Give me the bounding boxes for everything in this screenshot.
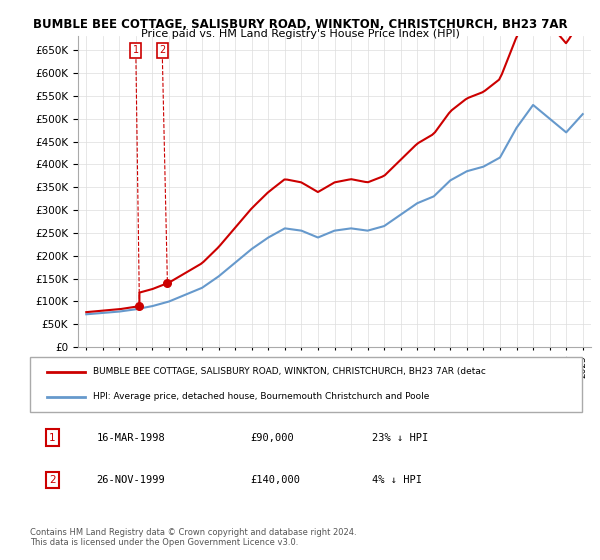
Text: Contains HM Land Registry data © Crown copyright and database right 2024.
This d: Contains HM Land Registry data © Crown c…	[30, 528, 356, 547]
Text: BUMBLE BEE COTTAGE, SALISBURY ROAD, WINKTON, CHRISTCHURCH, BH23 7AR: BUMBLE BEE COTTAGE, SALISBURY ROAD, WINK…	[32, 18, 568, 31]
Text: 23% ↓ HPI: 23% ↓ HPI	[372, 432, 428, 442]
Point	[163, 279, 172, 288]
Text: 1: 1	[133, 45, 139, 55]
Point	[134, 302, 144, 311]
Text: HPI: Average price, detached house, Bournemouth Christchurch and Poole: HPI: Average price, detached house, Bour…	[94, 393, 430, 402]
Text: Price paid vs. HM Land Registry's House Price Index (HPI): Price paid vs. HM Land Registry's House …	[140, 29, 460, 39]
Text: 26-NOV-1999: 26-NOV-1999	[96, 475, 165, 485]
Text: £90,000: £90,000	[251, 432, 295, 442]
FancyBboxPatch shape	[30, 357, 582, 412]
Text: £140,000: £140,000	[251, 475, 301, 485]
Text: 4% ↓ HPI: 4% ↓ HPI	[372, 475, 422, 485]
Text: 2: 2	[159, 45, 166, 55]
Text: BUMBLE BEE COTTAGE, SALISBURY ROAD, WINKTON, CHRISTCHURCH, BH23 7AR (detac: BUMBLE BEE COTTAGE, SALISBURY ROAD, WINK…	[94, 367, 487, 376]
Text: 16-MAR-1998: 16-MAR-1998	[96, 432, 165, 442]
Text: 2: 2	[49, 475, 55, 485]
Text: 1: 1	[49, 432, 55, 442]
